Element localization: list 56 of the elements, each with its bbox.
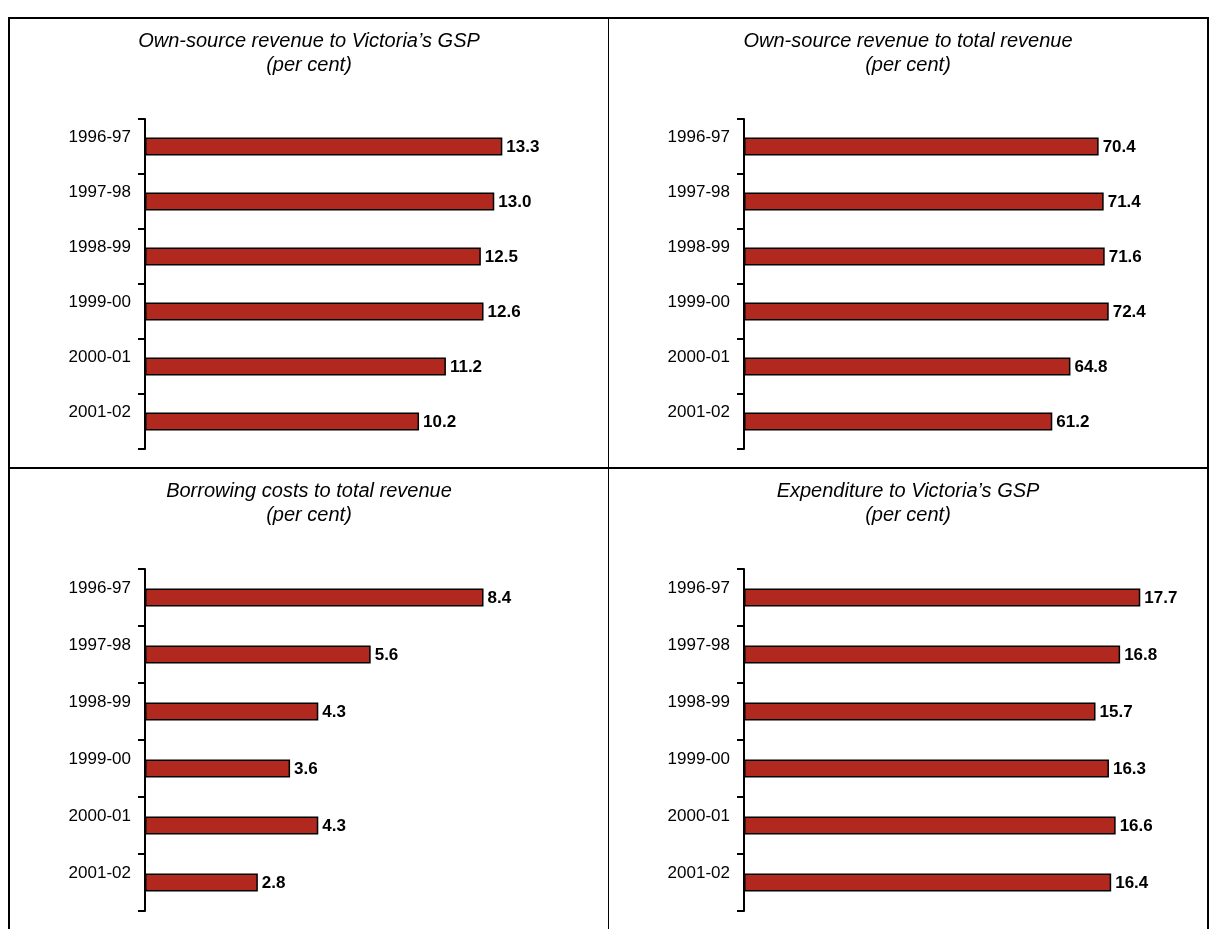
y-tick-label: 1997-98 — [68, 182, 131, 201]
y-tick-label: 1999-00 — [68, 292, 131, 311]
chart-title: Expenditure to Victoria’s GSP — [776, 479, 1041, 501]
data-label: 71.6 — [1108, 247, 1142, 266]
y-tick-label: 2000-01 — [68, 806, 131, 825]
y-tick-label: 1996-97 — [667, 127, 730, 146]
data-label: 13.0 — [498, 192, 532, 211]
y-tick-label: 2001-02 — [667, 863, 730, 882]
data-label: 70.4 — [1102, 137, 1137, 156]
y-tick-label: 1996-97 — [68, 127, 131, 146]
data-label: 17.7 — [1144, 588, 1178, 607]
data-label: 4.3 — [322, 702, 346, 721]
data-label: 64.8 — [1074, 357, 1108, 376]
y-tick-label: 1997-98 — [68, 635, 131, 654]
data-label: 16.3 — [1112, 759, 1147, 778]
y-tick-label: 2001-02 — [68, 402, 131, 421]
data-label: 72.4 — [1112, 302, 1147, 321]
chart-subtitle: (per cent) — [865, 503, 951, 525]
data-label: 5.6 — [374, 645, 399, 664]
y-tick-label: 2001-02 — [68, 863, 131, 882]
y-tick-label: 1999-00 — [667, 292, 730, 311]
y-tick-label: 1996-97 — [68, 578, 131, 597]
y-tick-label: 2000-01 — [667, 806, 730, 825]
y-tick-label: 2001-02 — [667, 402, 730, 421]
y-tick-label: 1997-98 — [667, 635, 730, 654]
y-tick-label: 2000-01 — [68, 347, 131, 366]
data-label: 16.8 — [1124, 645, 1158, 664]
data-label: 3.6 — [294, 759, 318, 778]
data-label: 15.7 — [1099, 702, 1133, 721]
data-label: 12.6 — [487, 302, 521, 321]
data-label: 12.5 — [484, 247, 518, 266]
data-label: 4.3 — [322, 816, 346, 835]
y-tick-label: 1999-00 — [68, 749, 131, 768]
y-tick-label: 2000-01 — [667, 347, 730, 366]
data-label: 71.4 — [1107, 192, 1142, 211]
chart-title: Own-source revenue to total revenue — [743, 29, 1073, 51]
y-tick-label: 1998-99 — [68, 692, 131, 711]
y-tick-label: 1999-00 — [667, 749, 730, 768]
chart-title: Own-source revenue to Victoria’s GSP — [138, 29, 481, 51]
chart-subtitle: (per cent) — [266, 503, 352, 525]
data-label: 8.4 — [487, 588, 512, 607]
chart-title: Borrowing costs to total revenue — [166, 479, 452, 501]
data-label: 16.6 — [1119, 816, 1153, 835]
chart-subtitle: (per cent) — [266, 53, 352, 75]
y-tick-label: 1998-99 — [667, 237, 730, 256]
y-tick-label: 1998-99 — [667, 692, 730, 711]
data-label: 2.8 — [261, 873, 286, 892]
data-label: 16.4 — [1115, 873, 1149, 892]
data-label: 13.3 — [506, 137, 540, 156]
chart-subtitle: (per cent) — [865, 53, 951, 75]
y-tick-label: 1997-98 — [667, 182, 730, 201]
y-tick-label: 1998-99 — [68, 237, 131, 256]
data-label: 10.2 — [423, 412, 457, 431]
data-label: 11.2 — [449, 357, 483, 376]
y-tick-label: 1996-97 — [667, 578, 730, 597]
data-label: 61.2 — [1056, 412, 1090, 431]
